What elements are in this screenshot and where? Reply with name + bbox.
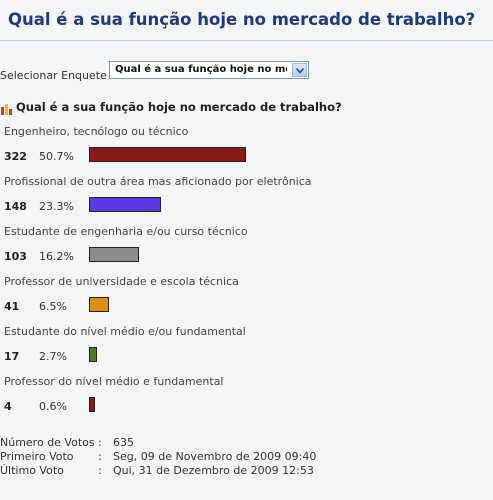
poll-option-bar bbox=[89, 297, 109, 312]
poll-option-label: Estudante de engenharia e/ou curso técni… bbox=[4, 225, 248, 238]
poll-option-bar bbox=[89, 197, 161, 212]
poll-option-bar bbox=[89, 147, 246, 162]
poll-option-percent: 6.5% bbox=[39, 300, 67, 313]
poll-option-bar bbox=[89, 397, 95, 412]
bar-chart-icon bbox=[1, 104, 12, 115]
poll-option-votes: 322 bbox=[4, 150, 27, 163]
poll-option-bar bbox=[89, 347, 97, 362]
poll-option-label: Engenheiro, tecnólogo ou técnico bbox=[4, 125, 189, 138]
stat-label: Número de Votos bbox=[0, 436, 95, 449]
poll-option-votes: 103 bbox=[4, 250, 27, 263]
poll-option-percent: 16.2% bbox=[39, 250, 74, 263]
stat-label: Primeiro Voto bbox=[0, 450, 74, 463]
poll-option-percent: 2.7% bbox=[39, 350, 67, 363]
poll-option-label: Profissional de outra área mas aficionad… bbox=[4, 175, 312, 188]
poll-option-bar bbox=[89, 247, 139, 262]
poll-option-percent: 23.3% bbox=[39, 200, 74, 213]
poll-option-votes: 148 bbox=[4, 200, 27, 213]
poll-option-label: Estudante do nível médio e/ou fundamenta… bbox=[4, 325, 246, 338]
stat-value: Qui, 31 de Dezembro de 2009 12:53 bbox=[113, 464, 314, 477]
select-poll-label: Selecionar Enquete bbox=[0, 69, 107, 82]
poll-option-votes: 4 bbox=[4, 400, 12, 413]
poll-select-value: Qual é a sua função hoje no mer bbox=[115, 64, 287, 75]
poll-option-percent: 0.6% bbox=[39, 400, 67, 413]
chevron-down-icon bbox=[296, 68, 304, 74]
poll-select-button[interactable] bbox=[292, 63, 307, 77]
poll-option-label: Professor do nível médio e fundamental bbox=[4, 375, 224, 388]
poll-select-dropdown[interactable]: Qual é a sua função hoje no mer bbox=[109, 61, 309, 79]
poll-option-votes: 17 bbox=[4, 350, 20, 363]
stat-value: 635 bbox=[113, 436, 134, 449]
stat-separator: : bbox=[98, 436, 102, 449]
poll-option-votes: 41 bbox=[4, 300, 20, 313]
stat-separator: : bbox=[98, 450, 102, 463]
stat-value: Seg, 09 de Novembro de 2009 09:40 bbox=[113, 450, 317, 463]
poll-option-label: Professor de universidade e escola técni… bbox=[4, 275, 239, 288]
title-divider bbox=[0, 40, 493, 41]
stat-label: Último Voto bbox=[0, 464, 64, 477]
page-title: Qual é a sua função hoje no mercado de t… bbox=[8, 10, 476, 29]
poll-option-percent: 50.7% bbox=[39, 150, 74, 163]
poll-question: Qual é a sua função hoje no mercado de t… bbox=[16, 100, 342, 114]
stat-separator: : bbox=[98, 464, 102, 477]
